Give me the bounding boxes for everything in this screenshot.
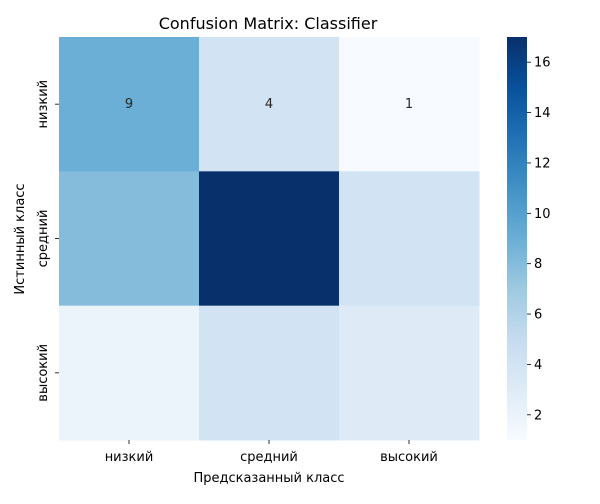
heatmap-cells xyxy=(59,37,480,441)
y-tick-label-0: низкий xyxy=(36,80,51,129)
x-axis-label: Предсказанный класс xyxy=(193,471,344,486)
cell-annotation-r0-c0: 9 xyxy=(125,97,133,112)
heatmap-cell-r1-c1 xyxy=(199,171,340,307)
colorbar-tick-label-3: 8 xyxy=(534,257,542,272)
colorbar-tick-label-0: 2 xyxy=(534,408,542,423)
colorbar-tick-label-2: 6 xyxy=(534,308,542,323)
colorbar-tick-label-4: 10 xyxy=(534,207,551,222)
heatmap-cell-r1-c2 xyxy=(339,171,480,307)
heatmap-cell-r0-c2 xyxy=(339,37,480,172)
heatmap-cell-r2-c2 xyxy=(339,305,480,441)
x-axis: низкий средний высокий xyxy=(105,440,438,465)
y-tick-label-1: средний xyxy=(36,210,51,268)
cell-annotations: 9 4 1 xyxy=(125,97,413,112)
colorbar-tick-label-5: 12 xyxy=(534,156,551,171)
colorbar-gradient xyxy=(507,37,527,440)
heatmap-cell-r0-c1 xyxy=(199,37,340,172)
cell-annotation-r0-c1: 4 xyxy=(265,97,273,112)
x-tick-label-2: высокий xyxy=(380,450,438,465)
y-axis: низкий средний высокий xyxy=(36,80,59,402)
colorbar-tick-label-7: 16 xyxy=(534,56,551,71)
chart-title: Confusion Matrix: Classifier xyxy=(159,14,378,33)
y-axis-label: Истинный класс xyxy=(13,183,28,294)
x-tick-label-1: средний xyxy=(240,450,298,465)
x-tick-label-0: низкий xyxy=(105,450,154,465)
y-tick-label-2: высокий xyxy=(36,344,51,402)
heatmap-cell-r2-c0 xyxy=(59,305,200,441)
heatmap-cell-r2-c1 xyxy=(199,305,340,441)
colorbar-tick-label-1: 4 xyxy=(534,358,542,373)
colorbar: 2 4 6 8 10 12 14 16 xyxy=(507,37,551,440)
colorbar-tick-label-6: 14 xyxy=(534,106,551,121)
cell-annotation-r0-c2: 1 xyxy=(405,97,413,112)
heatmap-cell-r0-c0 xyxy=(59,37,200,172)
heatmap-cell-r1-c0 xyxy=(59,171,200,307)
